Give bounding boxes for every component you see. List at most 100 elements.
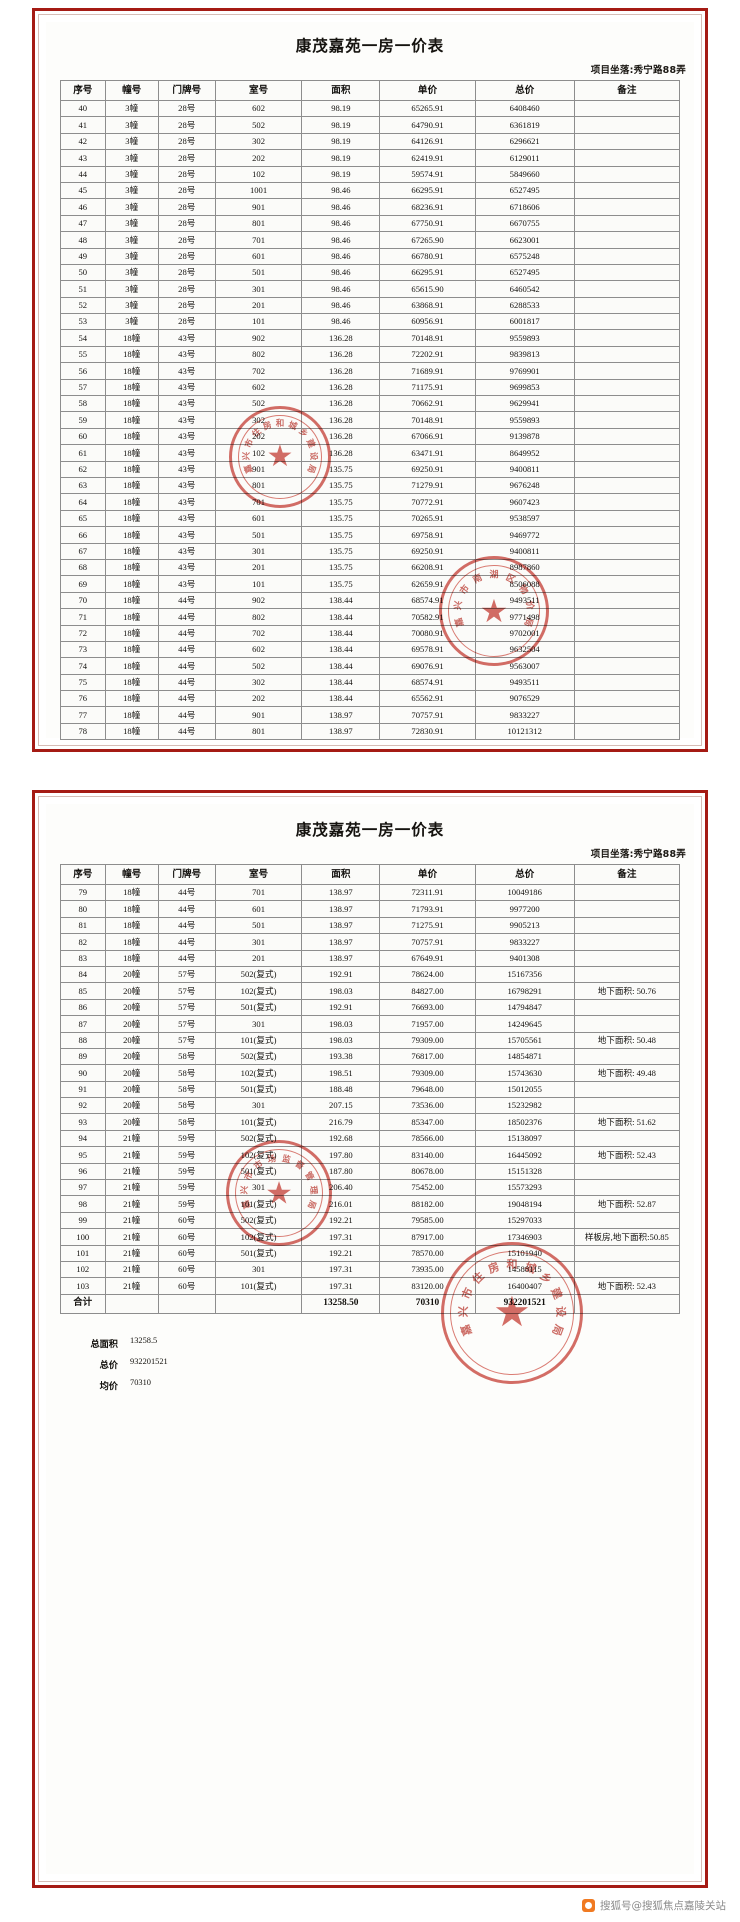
cell-bldg: 18幢	[104, 378, 159, 397]
table-row: 73 18幢 44号 602 138.44 69578.91 9632504	[60, 640, 681, 659]
cell-room: 1001	[214, 181, 303, 200]
cell-area: 138.44	[301, 673, 381, 692]
cell-bldg: 18幢	[104, 657, 159, 675]
cell-total: 9905213	[474, 916, 575, 935]
table-row: 66 18幢 43号 501 135.75 69758.91 9469772	[60, 526, 681, 544]
cell-total: 9833227	[474, 706, 575, 724]
cell-bldg: 21幢	[104, 1179, 159, 1197]
cell-total: 8987860	[474, 558, 575, 577]
cell-seq: 85	[60, 982, 106, 1000]
column-header-area: 面积	[301, 80, 381, 101]
cell-door: 43号	[157, 427, 216, 446]
cell-remark	[573, 949, 681, 967]
cell-unit: 76817.00	[379, 1047, 476, 1066]
cell-unit: 73536.00	[379, 1097, 476, 1115]
table-row: 95 21幢 59号 102(复式) 197.80 83140.00 16445092 地下面…	[60, 1146, 681, 1164]
column-header-seq: 序号	[60, 80, 106, 101]
cell-room: 902	[214, 329, 303, 347]
cell-remark: 地下面积: 50.76	[573, 982, 681, 1000]
cell-door: 43号	[157, 395, 216, 413]
cell-door: 43号	[157, 329, 216, 347]
cell-total: 9559893	[474, 411, 575, 429]
cell-remark	[573, 198, 681, 216]
cell-total: 9400811	[474, 542, 575, 560]
cell-room: 502	[214, 657, 303, 675]
cell-total: 15573293	[474, 1179, 575, 1197]
table-row: 58 18幢 43号 502 136.28 70662.91 9629941	[60, 395, 681, 413]
cell-door: 60号	[157, 1244, 216, 1262]
cell-door: 44号	[157, 706, 216, 724]
cell-door: 28号	[157, 165, 216, 183]
cell-bldg: 21幢	[104, 1260, 159, 1279]
price-table-body-page-2: 79 18幢 44号 701 138.97 72311.91 10049186 80 18幢 44…	[60, 883, 681, 1295]
cell-area: 138.97	[301, 949, 381, 967]
cell-door: 28号	[157, 116, 216, 134]
cell-room: 502	[214, 395, 303, 413]
cell-seq: 58	[60, 395, 106, 413]
cell-seq: 99	[60, 1211, 106, 1230]
cell-unit: 79585.00	[379, 1211, 476, 1230]
cell-total: 9702001	[474, 624, 575, 642]
cell-door: 43号	[157, 476, 216, 495]
cell-room: 101(复式)	[214, 1277, 303, 1295]
cell-total: 6408460	[474, 99, 575, 118]
cell-room: 501	[214, 263, 303, 282]
cell-seq: 94	[60, 1129, 106, 1148]
cell-door: 28号	[157, 181, 216, 200]
cell-seq: 49	[60, 247, 106, 265]
cell-seq: 101	[60, 1244, 106, 1262]
cell-area: 138.44	[301, 657, 381, 675]
cell-remark	[573, 640, 681, 659]
cell-seq: 72	[60, 624, 106, 642]
cell-unit: 66295.91	[379, 181, 476, 200]
cell-seq: 50	[60, 263, 106, 282]
cell-unit: 78624.00	[379, 965, 476, 984]
table-row: 64 18幢 43号 701 135.75 70772.91 9607423	[60, 493, 681, 511]
cell-room: 701	[214, 883, 303, 902]
cell-bldg: 18幢	[104, 706, 159, 724]
cell-bldg: 20幢	[104, 998, 159, 1017]
cell-unit: 62419.91	[379, 149, 476, 167]
cell-room: 301	[214, 542, 303, 560]
cell-room: 202	[214, 427, 303, 446]
cell-bldg: 18幢	[104, 673, 159, 692]
cell-area: 135.75	[301, 476, 381, 495]
column-header-remark: 备注	[573, 864, 681, 885]
cell-door: 44号	[157, 900, 216, 918]
cell-total: 9076529	[474, 690, 575, 708]
cell-bldg: 20幢	[104, 1097, 159, 1115]
cell-total: 14794847	[474, 998, 575, 1017]
table-row: 43 3幢 28号 202 98.19 62419.91 6129011	[60, 149, 681, 167]
cell-unit: 70148.91	[379, 329, 476, 347]
cell-area: 136.28	[301, 411, 381, 429]
cell-remark	[573, 493, 681, 511]
table-row: 103 21幢 60号 101(复式) 197.31 83120.00 16400407 地下…	[60, 1277, 681, 1295]
cell-bldg: 20幢	[104, 1015, 159, 1033]
cell-remark	[573, 575, 681, 593]
column-header-door: 门牌号	[157, 80, 216, 101]
total-cell-bldg	[104, 1293, 159, 1314]
cell-door: 28号	[157, 313, 216, 331]
cell-area: 138.97	[301, 706, 381, 724]
table-row: 52 3幢 28号 201 98.46 63868.91 6288533	[60, 296, 681, 315]
cell-unit: 72311.91	[379, 883, 476, 902]
cell-area: 198.03	[301, 1015, 381, 1033]
table-row: 101 21幢 60号 501(复式) 192.21 78570.00 15101940	[60, 1244, 681, 1262]
cell-total: 5849660	[474, 165, 575, 183]
cell-room: 302	[214, 132, 303, 151]
summary-item: 总面积 13258.5	[72, 1336, 694, 1350]
cell-bldg: 3幢	[104, 198, 159, 216]
page-2-subtitle: 项目坐落:秀宁路88弄	[590, 849, 686, 860]
table-row: 100 21幢 60号 102(复式) 197.31 87917.00 17346903 样板…	[60, 1228, 681, 1246]
cell-door: 57号	[157, 998, 216, 1017]
page-1-sheet: 康茂嘉苑一房一价表 项目坐落:秀宁路88弄 序号 幢号 门牌号 室号 面积 单价…	[46, 22, 694, 741]
cell-unit: 75452.00	[379, 1179, 476, 1197]
cell-remark	[573, 476, 681, 495]
table-row: 91 20幢 58号 501(复式) 188.48 79648.00 15012055	[60, 1080, 681, 1099]
table-row: 80 18幢 44号 601 138.97 71793.91 9977200	[60, 900, 681, 918]
table-row: 70 18幢 44号 902 138.44 68574.91 9493511	[60, 591, 681, 610]
cell-seq: 44	[60, 165, 106, 183]
cell-remark	[573, 247, 681, 265]
cell-remark	[573, 526, 681, 544]
cell-area: 198.03	[301, 982, 381, 1000]
